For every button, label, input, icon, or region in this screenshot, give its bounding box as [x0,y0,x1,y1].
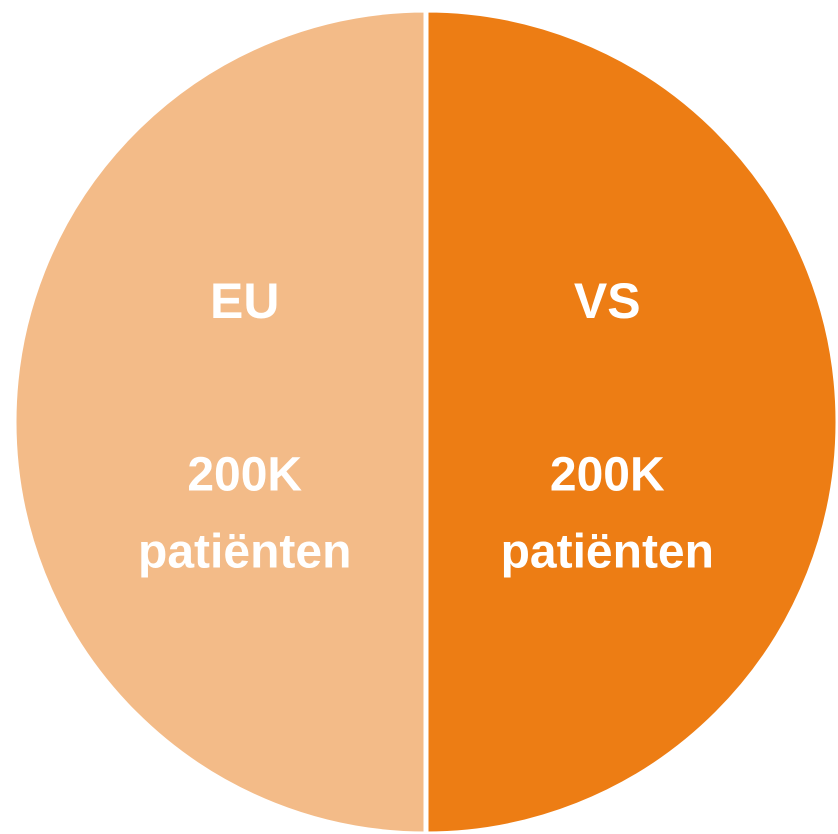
slice-value-label: 200K [187,449,302,502]
slice-unit-label: patiënten [501,526,714,579]
pie-slice [11,7,429,834]
slice-unit-label: patiënten [138,526,351,579]
slice-value-label: 200K [550,449,665,502]
slice-category-label: EU [210,273,279,329]
slice-category-label: VS [574,273,641,329]
pie-slice [423,7,838,834]
